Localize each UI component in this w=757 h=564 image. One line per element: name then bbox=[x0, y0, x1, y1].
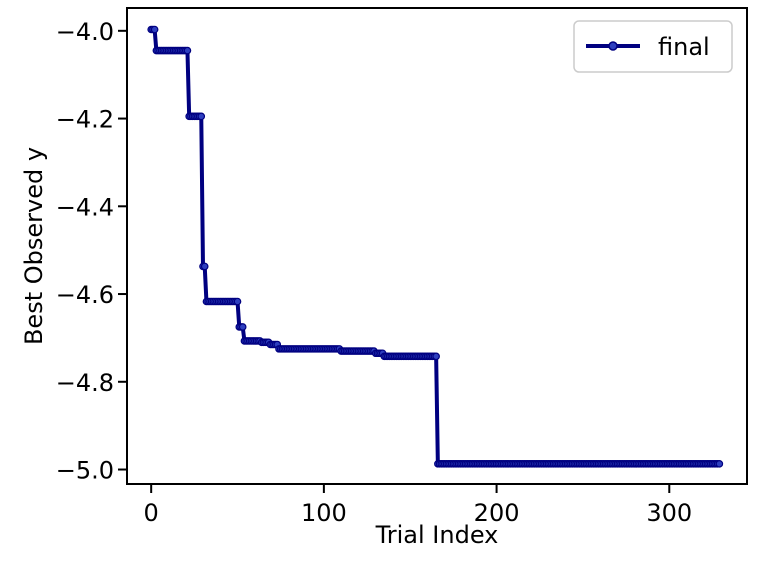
y-tick-label: −5.0 bbox=[56, 457, 114, 485]
data-point bbox=[150, 25, 159, 34]
plot-area-frame bbox=[126, 7, 748, 485]
series-markers-final bbox=[147, 25, 724, 468]
legend: final bbox=[573, 20, 733, 73]
y-axis-title: Best Observed y bbox=[20, 147, 48, 345]
x-axis-title: Trial Index bbox=[375, 521, 499, 549]
legend-label-final: final bbox=[658, 33, 710, 61]
axes-frame bbox=[126, 7, 748, 485]
legend-marker-final bbox=[608, 41, 618, 51]
x-tick-label: 300 bbox=[646, 499, 692, 527]
x-tick-label: 0 bbox=[144, 499, 159, 527]
y-tick-label: −4.4 bbox=[56, 193, 114, 221]
data-point bbox=[238, 323, 247, 331]
data-point bbox=[715, 460, 724, 468]
x-tick-label: 200 bbox=[474, 499, 520, 527]
x-axis-ticks: 0 100 200 300 bbox=[144, 484, 692, 527]
data-point bbox=[432, 352, 440, 361]
data-point bbox=[200, 262, 209, 271]
series-line-final bbox=[150, 27, 720, 466]
y-tick-label: −4.2 bbox=[56, 106, 114, 134]
y-axis-ticks: −4.0 −4.2 −4.4 −4.6 −4.8 −5.0 bbox=[56, 18, 127, 485]
y-tick-label: −4.8 bbox=[56, 369, 114, 397]
y-tick-label: −4.0 bbox=[56, 18, 114, 46]
legend-box bbox=[573, 20, 733, 73]
data-point bbox=[197, 112, 206, 121]
x-tick-label: 100 bbox=[301, 499, 347, 527]
data-point bbox=[233, 297, 242, 306]
y-tick-label: −4.6 bbox=[56, 281, 114, 309]
data-point bbox=[183, 46, 192, 55]
series-layer bbox=[147, 25, 724, 468]
